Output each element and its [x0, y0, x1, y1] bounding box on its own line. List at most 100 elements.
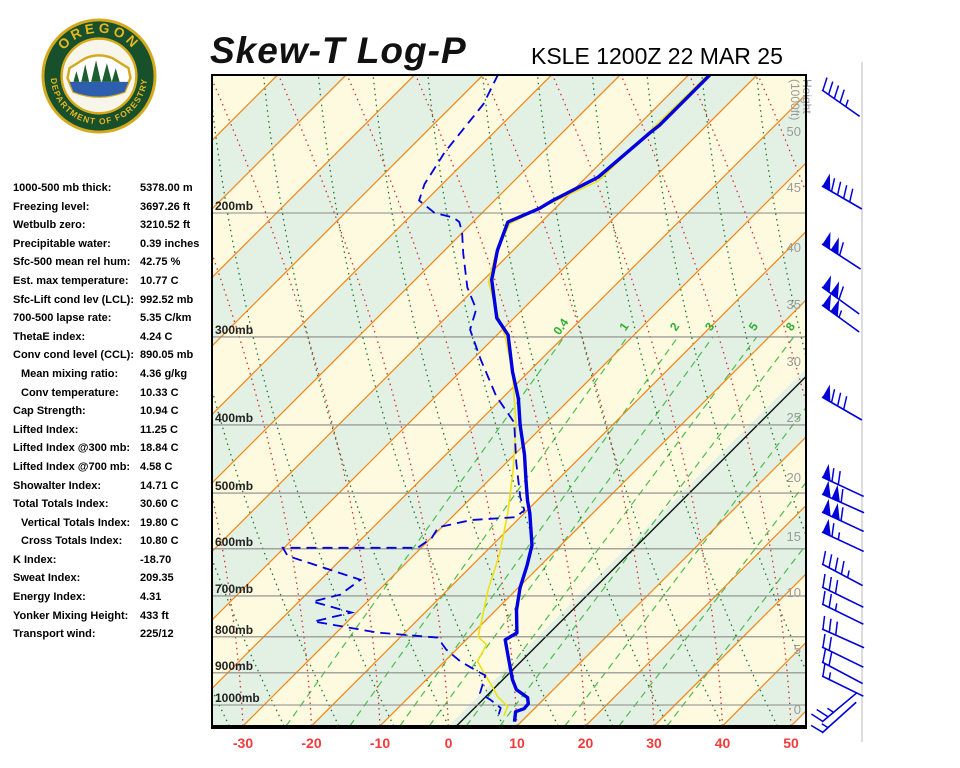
wind-barb [821, 77, 861, 118]
index-row: K Index: -18.70 [13, 551, 211, 570]
index-label: Cross Totals Index: [21, 535, 123, 548]
height-label: 5 [794, 642, 801, 657]
index-value: 992.52 mb [140, 293, 194, 306]
wind-barb [821, 463, 865, 498]
index-value: 10.77 C [140, 274, 179, 287]
height-label: 30 [787, 354, 801, 369]
pressure-label: 300mb [215, 323, 253, 337]
height-label: 10 [787, 585, 801, 600]
indices-panel: 1000-500 mb thick: 5378.00 m Freezing leve… [13, 179, 211, 644]
pressure-label: 400mb [215, 411, 253, 425]
logo-trees [73, 60, 120, 82]
index-value: 5378.00 m [140, 182, 193, 194]
index-row: Energy Index: 4.31 [13, 588, 211, 607]
wind-barbs [810, 77, 865, 734]
index-row: Transport wind: 225/12 [13, 625, 211, 644]
pressure-label: 600mb [215, 535, 253, 549]
index-row: Sweat Index: 209.35 [13, 569, 211, 588]
temp-tick-label: 0 [445, 735, 453, 751]
index-row: 700-500 lapse rate: 5.35 C/km [13, 309, 211, 328]
index-value: 209.35 [140, 572, 174, 585]
index-value: 4.31 [140, 591, 162, 604]
pressure-label: 1000mb [215, 691, 260, 705]
pressure-label: 500mb [215, 479, 253, 493]
height-label: 35 [787, 297, 801, 312]
temp-tick-label: 20 [578, 735, 594, 751]
index-row: Conv temperature: 10.33 C [13, 384, 211, 403]
index-value: 225/12 [140, 628, 174, 641]
wind-barb [821, 275, 860, 315]
height-label: 50 [787, 124, 801, 139]
freezing-isotherm [456, 375, 806, 726]
logo-water [69, 81, 129, 97]
page-title: Skew-T Log-P [210, 30, 467, 71]
index-value: -18.70 [140, 553, 172, 566]
height-label: 0 [794, 702, 801, 717]
index-row: Cross Totals Index: 10.80 C [13, 532, 211, 551]
index-row: Cap Strength: 10.94 C [13, 402, 211, 421]
index-value: 42.75 % [140, 256, 181, 269]
index-row: Sfc-Lift cond lev (LCL): 992.52 mb [13, 291, 211, 310]
index-row: Conv cond level (CCL): 890.05 mb [13, 346, 211, 365]
index-label: Cap Strength: [13, 405, 86, 418]
index-row: Sfc-500 mean rel hum: 42.75 % [13, 253, 211, 272]
index-value: 18.84 C [140, 442, 179, 455]
index-row: Est. max temperature: 10.77 C [13, 272, 211, 291]
index-value: 10.94 C [140, 405, 179, 418]
index-row: Freezing level: 3697.26 ft [13, 198, 211, 217]
index-value: 10.33 C [140, 386, 179, 399]
index-label: Conv temperature: [21, 386, 119, 399]
pressure-label: 200mb [215, 199, 253, 213]
index-label: 1000-500 mb thick: [13, 182, 112, 194]
height-axis-unit: (1000ft) [788, 79, 802, 120]
index-label: Freezing level: [13, 200, 90, 213]
index-label: Lifted Index @700 mb: [13, 460, 131, 473]
index-label: 700-500 lapse rate: [13, 312, 112, 325]
wind-barb [810, 701, 857, 734]
wind-barb [821, 293, 860, 333]
height-label: 40 [787, 240, 801, 255]
index-label: Precipitable water: [13, 237, 111, 250]
temperature-trace [490, 75, 712, 722]
index-label: Energy Index: [13, 591, 86, 604]
wind-barb [821, 648, 863, 685]
index-label: Sweat Index: [13, 572, 81, 585]
index-label: Vertical Totals Index: [21, 516, 131, 529]
index-value: 4.58 C [140, 460, 173, 473]
index-label: Mean mixing ratio: [21, 367, 119, 380]
temp-tick-label: 50 [783, 735, 799, 751]
index-row: Showalter Index: 14.71 C [13, 477, 211, 496]
height-label: 25 [787, 410, 801, 425]
index-row: Lifted Index @300 mb: 18.84 C [13, 439, 211, 458]
isotherms [212, 75, 806, 726]
dewpoint-trace [281, 75, 526, 716]
wind-barb [821, 615, 865, 649]
index-row: ThetaE index: 4.24 C [13, 328, 211, 347]
temp-tick-label: 30 [646, 735, 662, 751]
pressure-label: 900mb [215, 659, 253, 673]
odf-logo: OREGON DEPARTMENT OF FORESTRY [41, 18, 157, 134]
wind-barb [821, 173, 863, 210]
index-label: Yonker Mixing Height: [13, 609, 129, 622]
index-row: Total Totals Index: 30.60 C [13, 495, 211, 514]
wind-barb [821, 480, 865, 514]
wind-barb [821, 384, 863, 421]
index-value: 433 ft [140, 609, 169, 622]
index-row: Vertical Totals Index: 19.80 C [13, 514, 211, 533]
temp-tick-label: -30 [233, 735, 253, 751]
pressure-label: 700mb [215, 582, 253, 596]
wind-barb [821, 573, 864, 608]
index-label: Transport wind: [13, 628, 96, 641]
wind-barb [810, 691, 858, 723]
index-value: 3697.26 ft [140, 200, 191, 213]
index-label: Conv cond level (CCL): [13, 349, 135, 362]
height-label: 15 [787, 529, 801, 544]
temp-tick-label: -10 [370, 735, 390, 751]
height-label: 20 [787, 470, 801, 485]
wind-barb [821, 633, 864, 668]
wind-barb [821, 498, 865, 533]
wind-barb [821, 518, 865, 553]
index-row: Mean mixing ratio: 4.36 g/kg [13, 365, 211, 384]
index-value: 0.39 inches [140, 237, 200, 250]
